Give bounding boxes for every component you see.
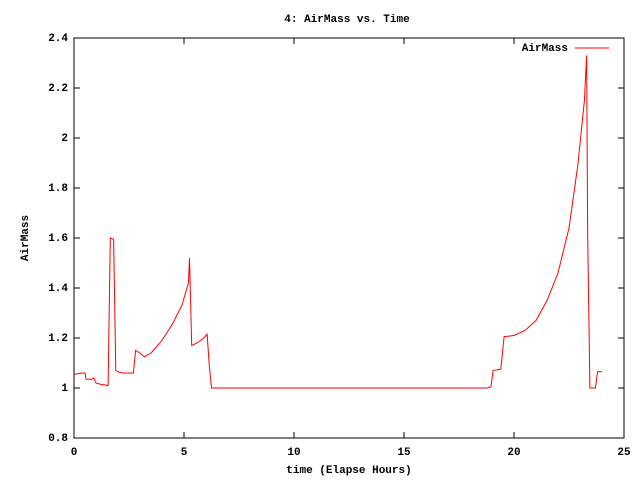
y-tick-label: 1.2: [48, 333, 68, 345]
legend-label: AirMass: [522, 43, 568, 55]
x-tick-label: 25: [617, 447, 631, 459]
y-tick-label: 2: [61, 133, 68, 145]
y-tick-label: 2.4: [48, 33, 68, 45]
y-tick-label: 1: [61, 383, 68, 395]
x-axis-label: time (Elapse Hours): [286, 465, 411, 477]
x-tick-label: 15: [397, 447, 411, 459]
x-tick-label: 0: [71, 447, 78, 459]
x-tick-label: 10: [287, 447, 300, 459]
y-tick-label: 1.4: [48, 283, 68, 295]
x-tick-label: 5: [181, 447, 188, 459]
x-tick-label: 20: [507, 447, 520, 459]
y-tick-label: 0.8: [48, 433, 68, 445]
data-line: [73, 55, 602, 389]
y-tick-label: 1.8: [48, 183, 68, 195]
y-tick-label: 1.6: [48, 233, 68, 245]
y-tick-label: 2.2: [48, 83, 68, 95]
y-axis-label: AirMass: [20, 215, 32, 261]
chart-title: 4: AirMass vs. Time: [284, 14, 410, 26]
